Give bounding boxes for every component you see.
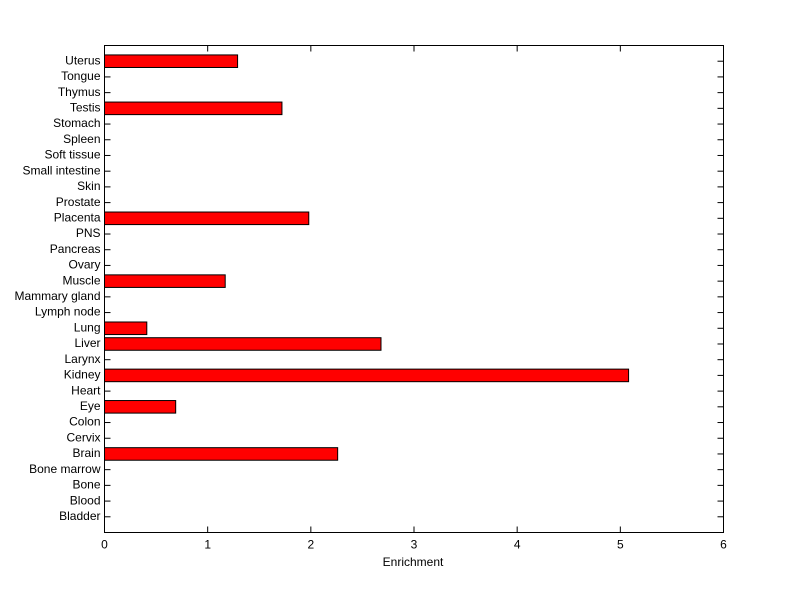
y-tick-label: Stomach (53, 116, 100, 130)
x-tick-label: 1 (204, 538, 211, 552)
y-tick-label: Blood (70, 493, 101, 507)
x-tick-label: 0 (101, 538, 108, 552)
y-tick-label: Spleen (63, 132, 100, 146)
y-tick-label: Thymus (58, 85, 101, 99)
x-tick-label: 6 (720, 538, 727, 552)
y-tick-label: Kidney (64, 368, 101, 382)
bar (104, 211, 310, 226)
y-tick-label: Tongue (61, 69, 101, 83)
bar (104, 274, 226, 288)
y-tick-label: Testis (70, 101, 101, 115)
y-tick-label: Skin (77, 179, 100, 193)
y-tick-label: Bone marrow (29, 462, 101, 476)
y-tick-label: PNS (76, 226, 101, 240)
y-tick-label: Ovary (68, 258, 100, 272)
y-tick-label: Cervix (66, 430, 100, 444)
y-tick-label: Soft tissue (44, 148, 100, 162)
y-tick-label: Eye (80, 399, 101, 413)
y-tick-label: Colon (69, 415, 100, 429)
bar (104, 400, 177, 414)
y-tick-label: Brain (72, 446, 100, 460)
x-tick-label: 3 (411, 538, 418, 552)
bar (104, 101, 283, 116)
y-tick-label: Lung (74, 320, 101, 334)
x-tick-label: 2 (307, 538, 314, 552)
x-tick-label: 5 (617, 538, 624, 552)
y-tick-label: Larynx (64, 352, 100, 366)
y-tick-label: Prostate (56, 195, 101, 209)
bar (104, 368, 630, 383)
y-tick-label: Mammary gland (14, 289, 100, 303)
y-tick-label: Placenta (54, 210, 101, 224)
y-tick-label: Bone (72, 478, 100, 492)
y-tick-label: Liver (74, 336, 100, 350)
y-tick-label: Small intestine (22, 163, 100, 177)
bar (104, 447, 339, 461)
bar (104, 337, 382, 351)
x-axis-label: Enrichment (383, 555, 444, 569)
x-tick-label: 4 (514, 538, 521, 552)
y-tick-label: Bladder (59, 509, 100, 523)
y-tick-label: Pancreas (50, 242, 101, 256)
y-tick-label: Muscle (62, 273, 100, 287)
bar (104, 321, 148, 336)
bar (104, 54, 239, 68)
y-tick-label: Uterus (65, 53, 100, 67)
y-tick-label: Heart (71, 383, 101, 397)
y-tick-label: Lymph node (35, 305, 101, 319)
